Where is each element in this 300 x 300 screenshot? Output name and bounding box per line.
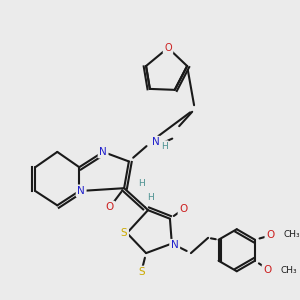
Text: N: N: [77, 186, 85, 196]
Text: O: O: [106, 202, 114, 212]
Text: H: H: [148, 193, 154, 202]
Text: O: O: [164, 43, 172, 53]
Text: H: H: [161, 142, 168, 151]
Text: S: S: [138, 267, 145, 277]
Text: N: N: [99, 147, 107, 157]
Text: CH₃: CH₃: [281, 266, 297, 275]
Text: S: S: [121, 228, 128, 238]
Text: CH₃: CH₃: [284, 230, 300, 239]
Text: N: N: [171, 241, 178, 250]
Text: H: H: [138, 179, 145, 188]
Text: O: O: [179, 204, 188, 214]
Text: N: N: [152, 137, 160, 147]
Text: O: O: [266, 230, 274, 240]
Text: O: O: [263, 265, 272, 275]
